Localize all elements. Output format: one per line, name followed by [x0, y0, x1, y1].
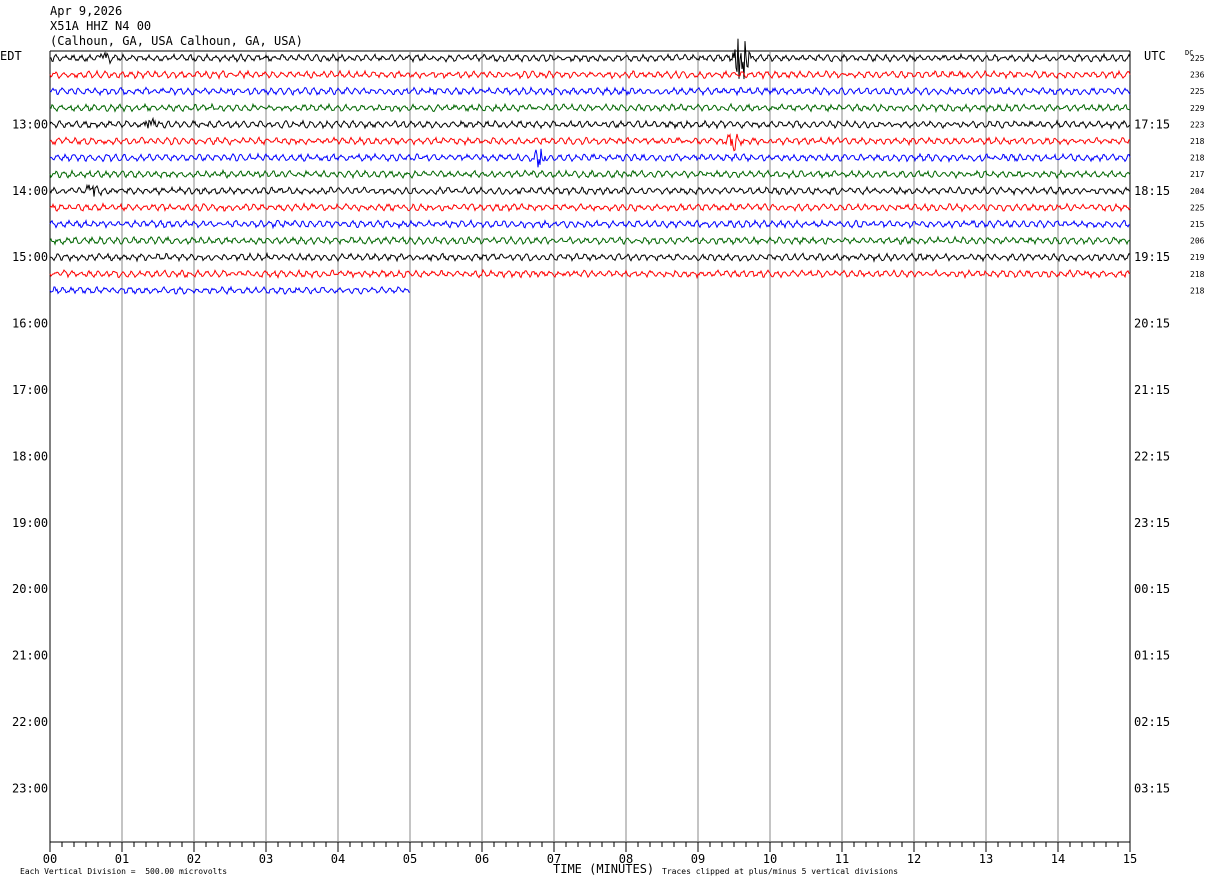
x-tick-label: 14 [1051, 852, 1065, 866]
dc-offset-label: 217 [1190, 170, 1205, 179]
right-hour-label: 01:15 [1134, 649, 1170, 663]
x-tick-label: 12 [907, 852, 921, 866]
dc-label: DC [1185, 49, 1194, 57]
station-id: X51A HHZ N4 00 [50, 19, 152, 33]
dc-offset-label: 204 [1190, 187, 1205, 196]
seismic-trace [49, 235, 1131, 246]
right-hour-label: 23:15 [1134, 516, 1170, 530]
dc-offset-label: 218 [1190, 286, 1205, 295]
x-tick-label: 02 [187, 852, 201, 866]
seismic-trace [49, 202, 1131, 213]
right-hour-label: 17:15 [1134, 117, 1170, 131]
dc-offset-label: 236 [1190, 71, 1205, 80]
left-hour-label: 19:00 [12, 516, 48, 530]
seismic-trace [49, 168, 1131, 180]
right-hour-label: 03:15 [1134, 781, 1170, 795]
dc-offset-label: 225 [1190, 87, 1205, 96]
x-tick-label: 05 [403, 852, 417, 866]
x-tick-label: 01 [115, 852, 129, 866]
right-hour-label: 19:15 [1134, 250, 1170, 264]
right-hour-label: 18:15 [1134, 184, 1170, 198]
dc-offset-label: 219 [1190, 253, 1205, 262]
seismic-trace [49, 285, 411, 295]
x-axis-title: TIME (MINUTES) [553, 862, 655, 876]
edt-label: EDT [0, 49, 22, 63]
left-hour-label: 13:00 [12, 117, 48, 131]
plot-date: Apr 9,2026 [50, 4, 123, 18]
right-hour-label: 00:15 [1134, 582, 1170, 596]
dc-offset-label: 215 [1190, 220, 1205, 229]
seismic-trace [49, 218, 1131, 230]
seismic-trace [49, 268, 1131, 280]
left-hour-label: 16:00 [12, 317, 48, 331]
dc-offset-label: 218 [1190, 270, 1205, 279]
dc-offset-label: 229 [1190, 104, 1205, 113]
right-hour-label: 21:15 [1134, 383, 1170, 397]
x-tick-label: 13 [979, 852, 993, 866]
dc-offset-label: 218 [1190, 137, 1205, 146]
dc-offset-label: 225 [1190, 54, 1205, 63]
left-hour-label: 21:00 [12, 649, 48, 663]
seismic-trace [49, 69, 1131, 80]
dc-offset-label: 218 [1190, 154, 1205, 163]
left-hour-label: 23:00 [12, 781, 48, 795]
x-tick-label: 04 [331, 852, 345, 866]
seismic-trace [49, 102, 1130, 114]
seismic-trace [49, 148, 1131, 168]
right-hour-label: 20:15 [1134, 317, 1170, 331]
dc-offset-label: 225 [1190, 203, 1205, 212]
seismic-trace [49, 86, 1131, 97]
seismic-trace [49, 133, 1131, 152]
right-hour-label: 02:15 [1134, 715, 1170, 729]
station-location: (Calhoun, GA, USA Calhoun, GA, USA) [50, 34, 303, 48]
dc-offset-label: 206 [1190, 237, 1205, 246]
left-hour-label: 14:00 [12, 184, 48, 198]
x-tick-label: 00 [43, 852, 57, 866]
left-hour-label: 22:00 [12, 715, 48, 729]
x-tick-label: 11 [835, 852, 849, 866]
x-tick-label: 10 [763, 852, 777, 866]
x-tick-label: 03 [259, 852, 273, 866]
x-tick-label: 06 [475, 852, 489, 866]
x-tick-label: 07 [547, 852, 561, 866]
x-tick-label: 08 [619, 852, 633, 866]
left-hour-label: 15:00 [12, 250, 48, 264]
seismic-trace [50, 251, 1131, 263]
x-tick-label: 09 [691, 852, 705, 866]
scale-note: Each Vertical Division = 500.00 microvol… [20, 867, 228, 876]
seismic-trace [49, 38, 1131, 80]
utc-label: UTC [1144, 49, 1166, 63]
left-hour-label: 17:00 [12, 383, 48, 397]
left-hour-label: 18:00 [12, 449, 48, 463]
dc-offset-label: 223 [1190, 120, 1205, 129]
seismic-trace [49, 116, 1131, 131]
left-hour-label: 20:00 [12, 582, 48, 596]
right-hour-label: 22:15 [1134, 449, 1170, 463]
clip-note: Traces clipped at plus/minus 5 vertical … [662, 867, 899, 876]
x-tick-label: 15 [1123, 852, 1137, 866]
seismic-trace [49, 183, 1131, 197]
